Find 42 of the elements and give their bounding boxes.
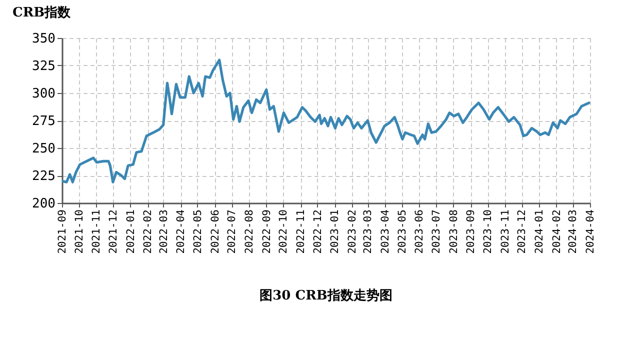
x-tick-label: 2022-08 — [244, 210, 256, 254]
x-tick-label: 2023-12 — [516, 210, 528, 254]
x-tick-label: 2024-01 — [534, 210, 546, 254]
x-tick-label: 2023-09 — [465, 210, 478, 254]
x-tick-label: 2022-07 — [226, 210, 238, 254]
x-tick-label: 2023-07 — [430, 210, 443, 254]
y-tick-label: 350 — [32, 32, 56, 46]
x-tick-label: 2023-01 — [329, 210, 342, 254]
x-tick-label: 2024-02 — [550, 210, 563, 254]
y-tick-label: 225 — [32, 169, 56, 184]
x-tick-label: 2022-01 — [124, 210, 137, 254]
x-tick-label: 2024-03 — [567, 210, 580, 254]
x-tick-label: 2023-02 — [346, 210, 359, 254]
line-series — [62, 58, 590, 184]
x-tick-label: 2023-04 — [380, 210, 392, 254]
x-tick-label: 2021-10 — [73, 210, 86, 254]
x-tick-label: 2023-06 — [414, 210, 426, 254]
x-tick-label: 2021-12 — [107, 210, 120, 254]
x-tick-label: 2022-11 — [295, 210, 308, 254]
y-axis-title: CRB指数 — [12, 6, 72, 20]
x-tick-label: 2023-08 — [448, 210, 460, 254]
x-tick-label: 2021-09 — [56, 210, 68, 254]
y-tick-label: 200 — [32, 196, 56, 212]
x-tick-label: 2022-09 — [260, 210, 273, 254]
x-tick-label: 2022-04 — [175, 210, 188, 254]
y-tick-label: 250 — [32, 142, 56, 156]
text: 图30 CRB指数走势图 — [260, 287, 392, 304]
y-tick-label: 275 — [32, 114, 56, 129]
x-tick-label: 2023-11 — [499, 210, 512, 254]
x-tick-label: 2022-12 — [312, 210, 324, 254]
x-tick-label: 2022-10 — [278, 210, 290, 254]
x-tick-label: 2022-02 — [142, 210, 154, 254]
x-tick-label: 2022-06 — [209, 210, 222, 254]
x-tick-label: 2021-11 — [90, 210, 103, 254]
y-tick-label: 300 — [32, 86, 56, 102]
x-tick-label: 2022-03 — [158, 210, 170, 254]
x-tick-label: 2024-04 — [584, 210, 596, 254]
x-tick-label: 2022-05 — [192, 210, 204, 254]
y-tick-label: 325 — [32, 59, 56, 74]
x-tick-label: 2023-03 — [362, 210, 374, 254]
x-tick-label: 2023-05 — [396, 210, 408, 254]
x-tick-label: 2023-10 — [482, 210, 494, 254]
